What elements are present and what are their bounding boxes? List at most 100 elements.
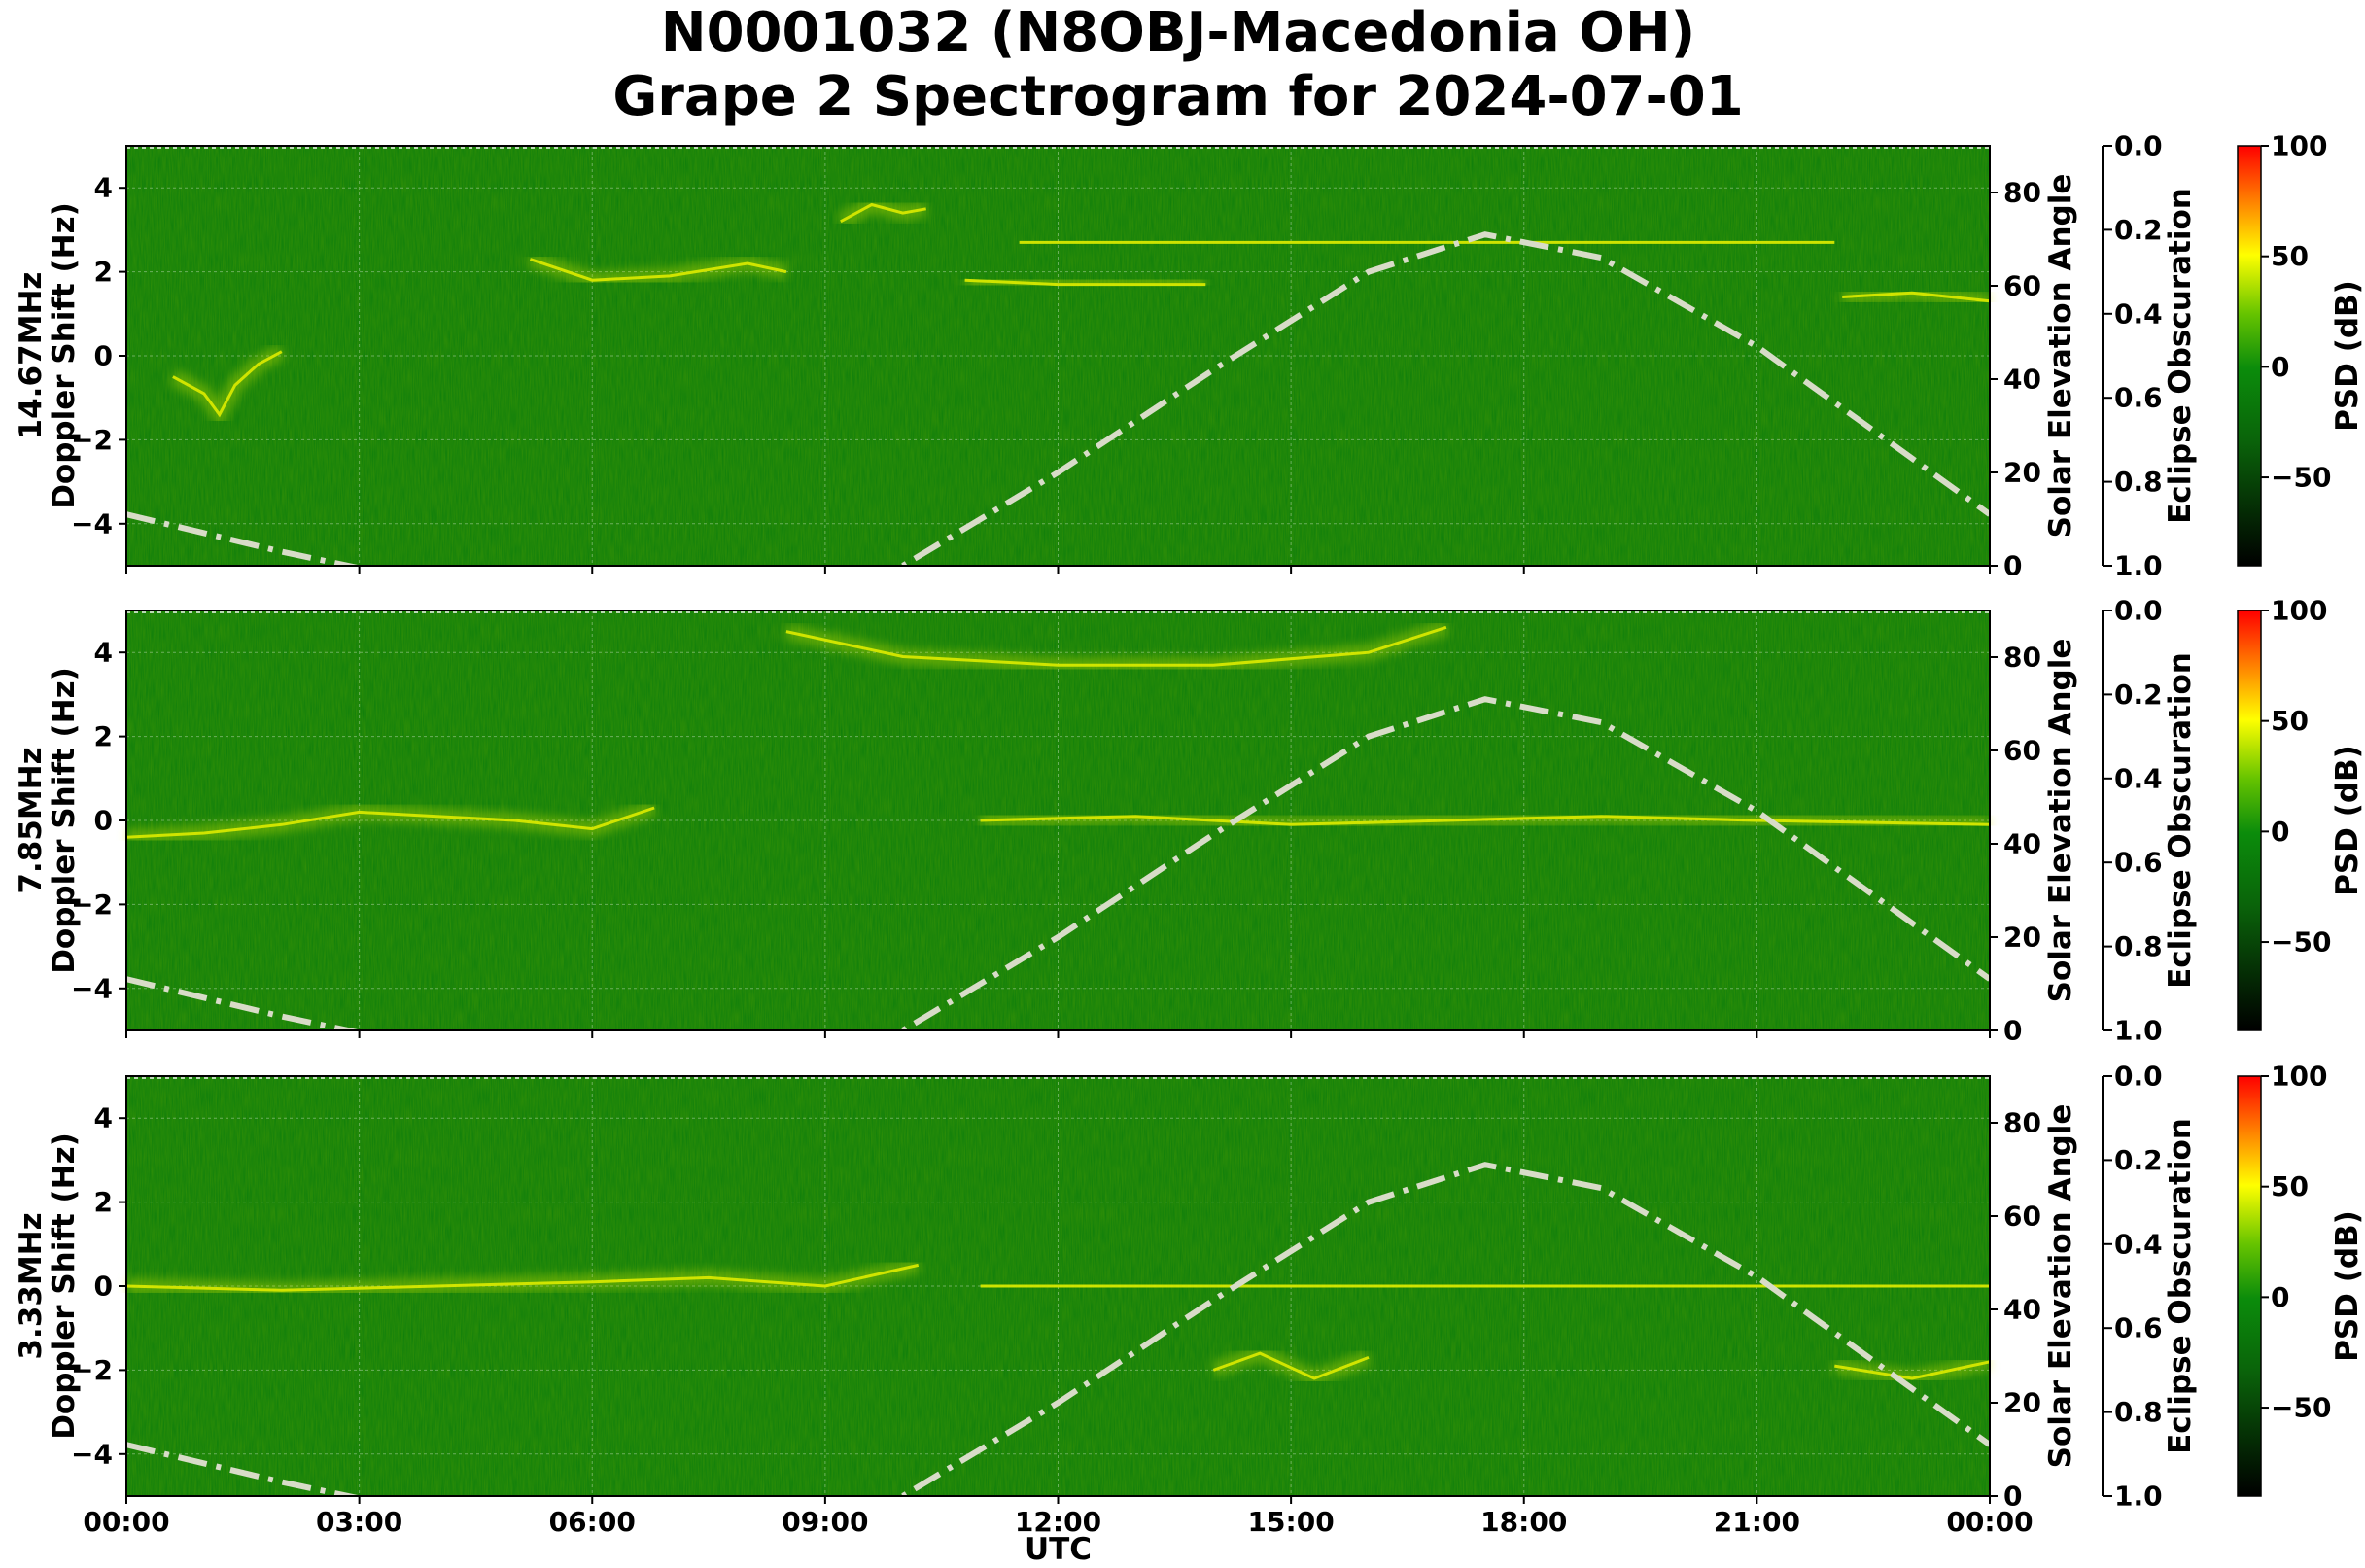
y-tick-label: −4 bbox=[71, 972, 113, 1004]
eclipse-tick-label: 0.2 bbox=[2114, 1144, 2163, 1176]
eclipse-tick-label: 0.0 bbox=[2114, 1061, 2163, 1093]
y-axis-label-freq: 7.85MHz bbox=[14, 747, 49, 893]
right-tick-label: 20 bbox=[2003, 1387, 2041, 1419]
colorbar-tick-label: 100 bbox=[2271, 1061, 2327, 1093]
colorbar-tick-label: 100 bbox=[2271, 130, 2327, 162]
y-tick-label: 2 bbox=[94, 256, 113, 288]
eclipse-tick-label: 0.8 bbox=[2114, 1396, 2163, 1428]
solar-elevation-line bbox=[126, 696, 1990, 1030]
chart-title-line: Grape 2 Spectrogram for 2024-07-01 bbox=[612, 65, 1743, 128]
eclipse-tick-label: 0.2 bbox=[2114, 679, 2163, 711]
eclipse-obscuration-label: Eclipse Obscuration bbox=[2163, 188, 2198, 524]
colorbar-tick-label: 50 bbox=[2271, 240, 2309, 272]
colorbar-tick-label: 50 bbox=[2271, 705, 2309, 737]
x-tick-label: 15:00 bbox=[1248, 1506, 1335, 1538]
signal-trace bbox=[840, 202, 926, 224]
solar-elevation-line bbox=[126, 231, 1990, 566]
colorbar-tick-label: −50 bbox=[2271, 462, 2331, 494]
right-tick-label: 80 bbox=[2003, 1107, 2041, 1139]
right-tick-label: 0 bbox=[2003, 1015, 2022, 1047]
x-tick-label: 00:00 bbox=[1946, 1506, 2033, 1538]
x-tick-label: 03:00 bbox=[316, 1506, 402, 1538]
y-tick-label: 2 bbox=[94, 720, 113, 752]
colorbar bbox=[2237, 610, 2262, 1031]
eclipse-tick-label: 1.0 bbox=[2114, 1481, 2163, 1513]
colorbar-label: PSD (dB) bbox=[2330, 280, 2365, 432]
eclipse-tick-label: 0.4 bbox=[2114, 1228, 2163, 1260]
y-tick-label: −4 bbox=[71, 507, 113, 540]
y-tick-label: −2 bbox=[71, 889, 113, 921]
colorbar-tick-label: 100 bbox=[2271, 595, 2327, 627]
y-axis-label: Doppler Shift (Hz) bbox=[47, 1132, 82, 1440]
colorbar bbox=[2237, 1075, 2262, 1497]
x-tick-label: 00:00 bbox=[83, 1506, 169, 1538]
solar-elevation-label: Solar Elevation Angle bbox=[2043, 174, 2078, 539]
eclipse-tick-label: 0.4 bbox=[2114, 762, 2163, 794]
colorbar-label: PSD (dB) bbox=[2330, 1210, 2365, 1362]
panel-2 bbox=[119, 610, 2269, 1038]
right-tick-label: 60 bbox=[2003, 735, 2041, 767]
eclipse-tick-label: 0.8 bbox=[2114, 466, 2163, 498]
right-tick-label: 60 bbox=[2003, 270, 2041, 302]
colorbar-tick-label: −50 bbox=[2271, 926, 2331, 958]
signal-trace bbox=[125, 1263, 920, 1292]
panel-3 bbox=[119, 1075, 2269, 1504]
colorbar-tick-label: −50 bbox=[2271, 1392, 2331, 1424]
eclipse-tick-label: 0.6 bbox=[2114, 1312, 2163, 1344]
x-tick-label: 12:00 bbox=[1015, 1506, 1101, 1538]
y-tick-label: −2 bbox=[71, 1354, 113, 1386]
x-axis-label: UTC bbox=[1025, 1532, 1092, 1567]
signal-trace bbox=[529, 258, 787, 282]
y-tick-label: 4 bbox=[94, 637, 113, 669]
eclipse-tick-label: 1.0 bbox=[2114, 1015, 2163, 1047]
y-axis-label-freq: 14.67MHz bbox=[14, 272, 49, 440]
signal-trace bbox=[980, 815, 1991, 826]
eclipse-tick-label: 0.2 bbox=[2114, 214, 2163, 246]
signal-trace bbox=[1834, 1360, 1991, 1380]
solar-elevation-label: Solar Elevation Angle bbox=[2043, 1104, 2078, 1469]
signal-trace bbox=[785, 625, 1447, 667]
heatmap-noise bbox=[126, 146, 1990, 566]
right-tick-label: 20 bbox=[2003, 922, 2041, 954]
y-axis-label-freq: 3.33MHz bbox=[14, 1212, 49, 1359]
eclipse-tick-label: 0.0 bbox=[2114, 130, 2163, 162]
x-tick-label: 21:00 bbox=[1714, 1506, 1800, 1538]
eclipse-tick-label: 0.6 bbox=[2114, 382, 2163, 414]
eclipse-tick-label: 0.8 bbox=[2114, 930, 2163, 962]
eclipse-obscuration-label: Eclipse Obscuration bbox=[2163, 652, 2198, 989]
y-tick-label: 4 bbox=[94, 1102, 113, 1134]
x-tick-label: 09:00 bbox=[782, 1506, 868, 1538]
panel-1 bbox=[119, 145, 2269, 574]
y-tick-label: 0 bbox=[94, 340, 113, 372]
solar-elevation-label: Solar Elevation Angle bbox=[2043, 639, 2078, 1003]
colorbar-tick-label: 0 bbox=[2271, 816, 2289, 848]
signal-trace bbox=[1842, 291, 1991, 303]
y-axis-label: Doppler Shift (Hz) bbox=[47, 667, 82, 974]
signal-trace bbox=[964, 278, 1206, 287]
y-tick-label: −4 bbox=[71, 1438, 113, 1470]
colorbar-label: PSD (dB) bbox=[2330, 745, 2365, 896]
right-tick-label: 40 bbox=[2003, 1294, 2041, 1326]
x-tick-label: 18:00 bbox=[1480, 1506, 1567, 1538]
eclipse-tick-label: 1.0 bbox=[2114, 550, 2163, 582]
eclipse-tick-label: 0.4 bbox=[2114, 297, 2163, 330]
chart-title-line: N0001032 (N8OBJ-Macedonia OH) bbox=[661, 1, 1696, 64]
right-tick-label: 40 bbox=[2003, 364, 2041, 396]
signal-trace bbox=[125, 806, 655, 839]
colorbar bbox=[2237, 145, 2262, 567]
right-tick-label: 40 bbox=[2003, 828, 2041, 860]
signal-trace bbox=[1212, 1351, 1370, 1380]
y-axis-label: Doppler Shift (Hz) bbox=[47, 202, 82, 509]
right-tick-label: 60 bbox=[2003, 1201, 2041, 1233]
right-tick-label: 80 bbox=[2003, 642, 2041, 674]
y-tick-label: 2 bbox=[94, 1186, 113, 1218]
eclipse-obscuration-label: Eclipse Obscuration bbox=[2163, 1118, 2198, 1454]
right-tick-label: 0 bbox=[2003, 1481, 2022, 1513]
right-tick-label: 80 bbox=[2003, 177, 2041, 209]
colorbar-tick-label: 50 bbox=[2271, 1170, 2309, 1202]
eclipse-tick-label: 0.6 bbox=[2114, 847, 2163, 879]
signal-trace bbox=[172, 350, 283, 418]
right-tick-label: 20 bbox=[2003, 457, 2041, 489]
colorbar-tick-label: 0 bbox=[2271, 351, 2289, 383]
